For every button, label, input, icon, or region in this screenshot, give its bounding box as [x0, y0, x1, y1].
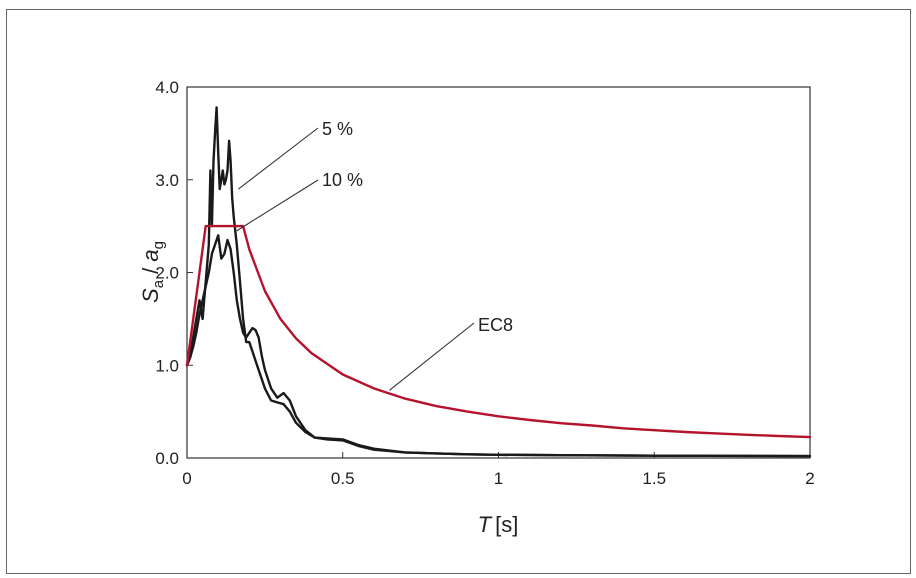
y-label-denominator-sub: g [150, 241, 167, 249]
x-tick-label: 1.5 [642, 469, 666, 488]
y-tick-label: 4.0 [155, 78, 179, 97]
series-lines [185, 106, 812, 458]
x-axis-label: T [s] [478, 512, 519, 537]
y-label-denominator: a [138, 249, 163, 261]
leader-line-10-pct [236, 179, 319, 232]
x-tick-label: 2 [805, 469, 814, 488]
leader-line-ec8 [389, 322, 475, 391]
y-axis-label: Sa / ag [138, 241, 167, 303]
y-label-numerator-sub: a [150, 279, 167, 288]
x-tick-label: 1 [494, 469, 503, 488]
y-tick-label: 2.0 [155, 264, 179, 283]
annotation-label-5pct: 5 % [322, 119, 353, 139]
series-line-10-pct [185, 234, 812, 458]
y-tick-label: 0.0 [155, 449, 179, 468]
figure-frame [6, 9, 911, 574]
annotation-label-10pct: 10 % [322, 170, 363, 190]
series-line-ec8 [185, 224, 812, 439]
y-label-numerator: S [138, 288, 163, 303]
annotation-leaders [236, 127, 475, 391]
x-axis-unit: [s] [495, 512, 518, 537]
leader-line-5-pct [238, 127, 319, 190]
x-axis-symbol: T [478, 512, 493, 537]
axis-ticks: 0 0.5 1 1.5 2 0.0 1.0 2.0 3.0 4.0 [155, 78, 814, 488]
x-tick-label: 0 [182, 469, 191, 488]
x-tick-label: 0.5 [331, 469, 355, 488]
annotation-label-ec8: EC8 [478, 315, 513, 335]
series-line-5-pct [185, 106, 812, 458]
y-tick-label: 3.0 [155, 171, 179, 190]
y-tick-label: 1.0 [155, 356, 179, 375]
y-label-separator: / [138, 262, 163, 280]
